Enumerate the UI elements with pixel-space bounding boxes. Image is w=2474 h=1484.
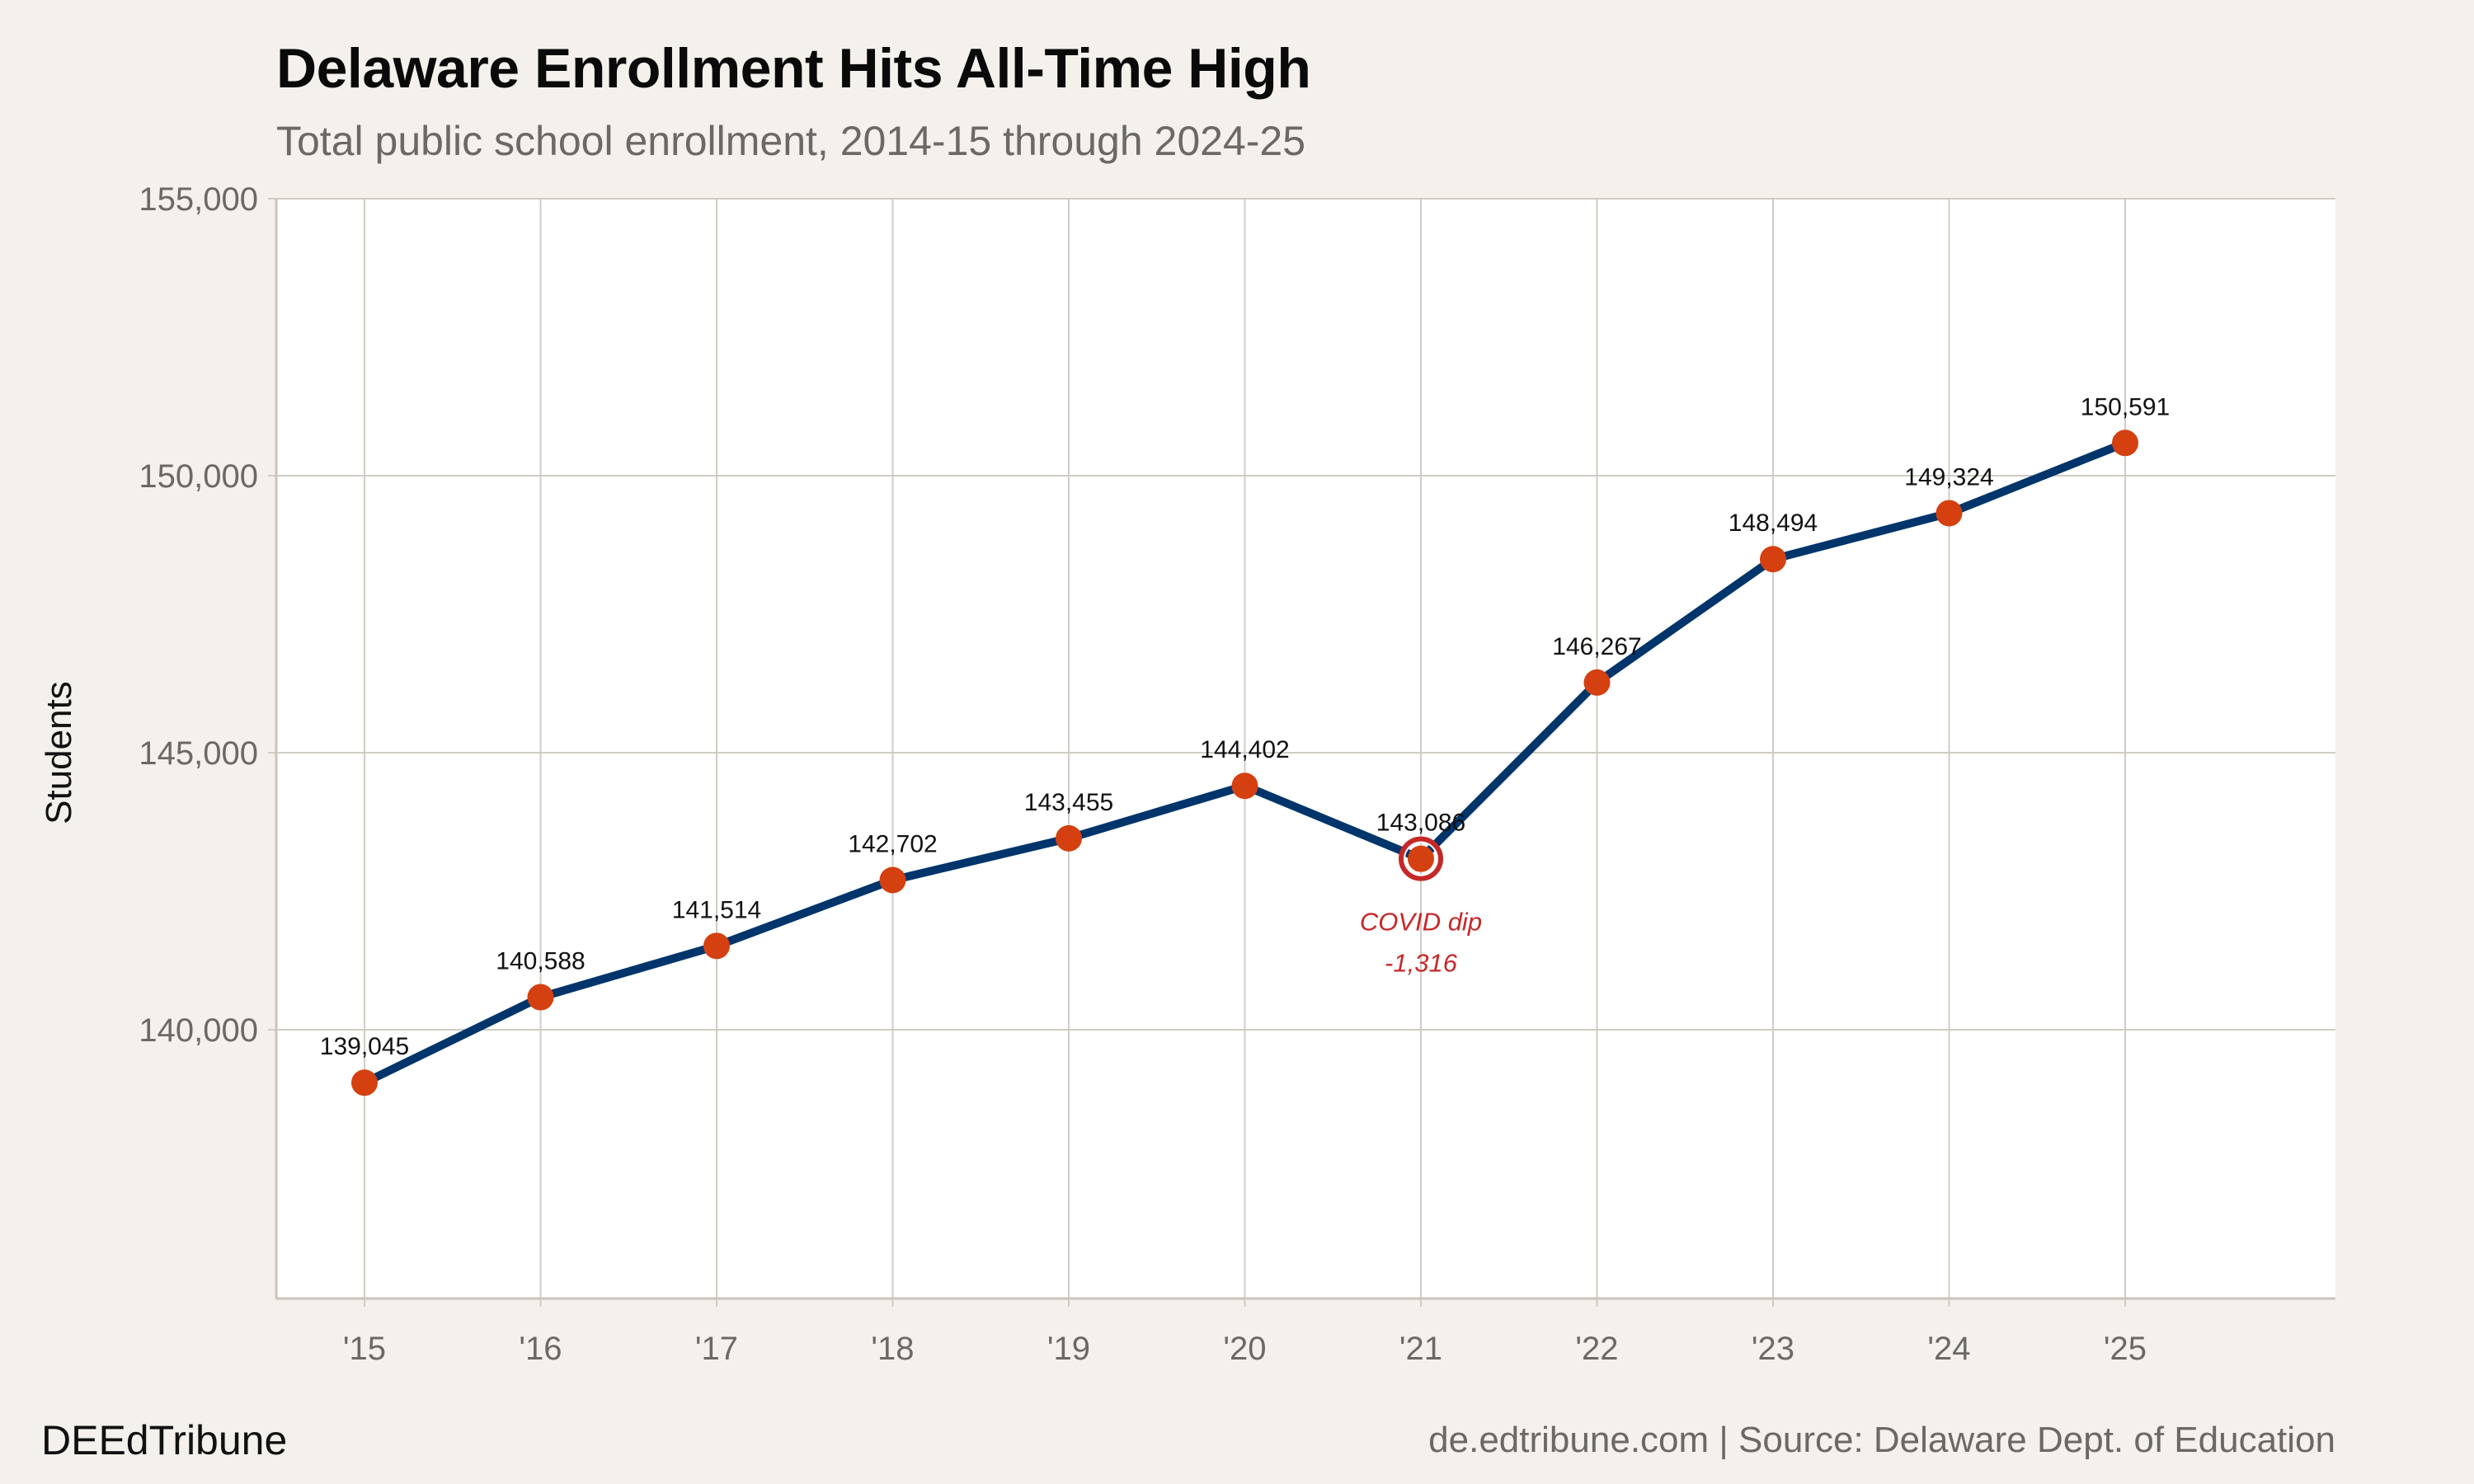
data-label: 140,588 xyxy=(496,948,585,975)
data-point xyxy=(351,1069,378,1097)
y-tick-label: 155,000 xyxy=(139,181,258,218)
data-label: 139,045 xyxy=(320,1033,409,1060)
data-point xyxy=(2112,430,2138,457)
data-label: 146,267 xyxy=(1552,633,1641,660)
brand-logo-text: DEEdTribune xyxy=(41,1417,288,1463)
data-point xyxy=(1760,546,1786,573)
x-tick-label: '18 xyxy=(871,1331,914,1367)
data-point xyxy=(879,866,906,894)
data-point xyxy=(1056,824,1082,852)
y-tick-label: 145,000 xyxy=(139,735,258,772)
chart-subtitle: Total public school enrollment, 2014-15 … xyxy=(276,118,1306,164)
data-label: 143,086 xyxy=(1376,810,1465,837)
y-tick-label: 140,000 xyxy=(139,1012,258,1049)
data-label: 141,514 xyxy=(672,896,761,923)
x-tick-label: '19 xyxy=(1047,1331,1090,1367)
covid-dip-annotation: -1,316 xyxy=(1385,949,1458,978)
x-tick-label: '25 xyxy=(2104,1331,2147,1367)
source-note: de.edtribune.com | Source: Delaware Dept… xyxy=(1428,1420,2335,1460)
x-tick-label: '21 xyxy=(1399,1331,1442,1367)
data-label: 150,591 xyxy=(2081,393,2170,420)
data-label: 148,494 xyxy=(1729,510,1818,537)
x-tick-label: '16 xyxy=(519,1331,562,1367)
data-point xyxy=(703,932,730,960)
data-label: 143,455 xyxy=(1024,789,1113,816)
y-axis-label: Students xyxy=(39,681,79,824)
x-tick-label: '20 xyxy=(1223,1331,1266,1367)
data-point xyxy=(1935,500,1963,527)
x-tick-label: '22 xyxy=(1575,1331,1618,1367)
x-tick-label: '23 xyxy=(1752,1331,1794,1367)
data-point xyxy=(1231,773,1258,800)
data-label: 144,402 xyxy=(1200,736,1289,763)
data-point xyxy=(1408,845,1434,872)
covid-dip-annotation: COVID dip xyxy=(1360,908,1482,937)
data-point xyxy=(1583,669,1611,696)
y-tick-label: 150,000 xyxy=(139,458,258,495)
x-tick-label: '15 xyxy=(343,1331,386,1367)
highlight-ring-inner xyxy=(1404,841,1438,876)
chart-title: Delaware Enrollment Hits All-Time High xyxy=(276,37,1311,100)
plot-area xyxy=(276,199,2335,1298)
highlight-ring xyxy=(1399,836,1443,881)
data-label: 149,324 xyxy=(1904,463,1993,491)
data-point xyxy=(527,984,554,1011)
x-tick-label: '24 xyxy=(1927,1331,1970,1367)
data-label: 142,702 xyxy=(848,830,937,857)
x-tick-label: '17 xyxy=(695,1331,738,1367)
